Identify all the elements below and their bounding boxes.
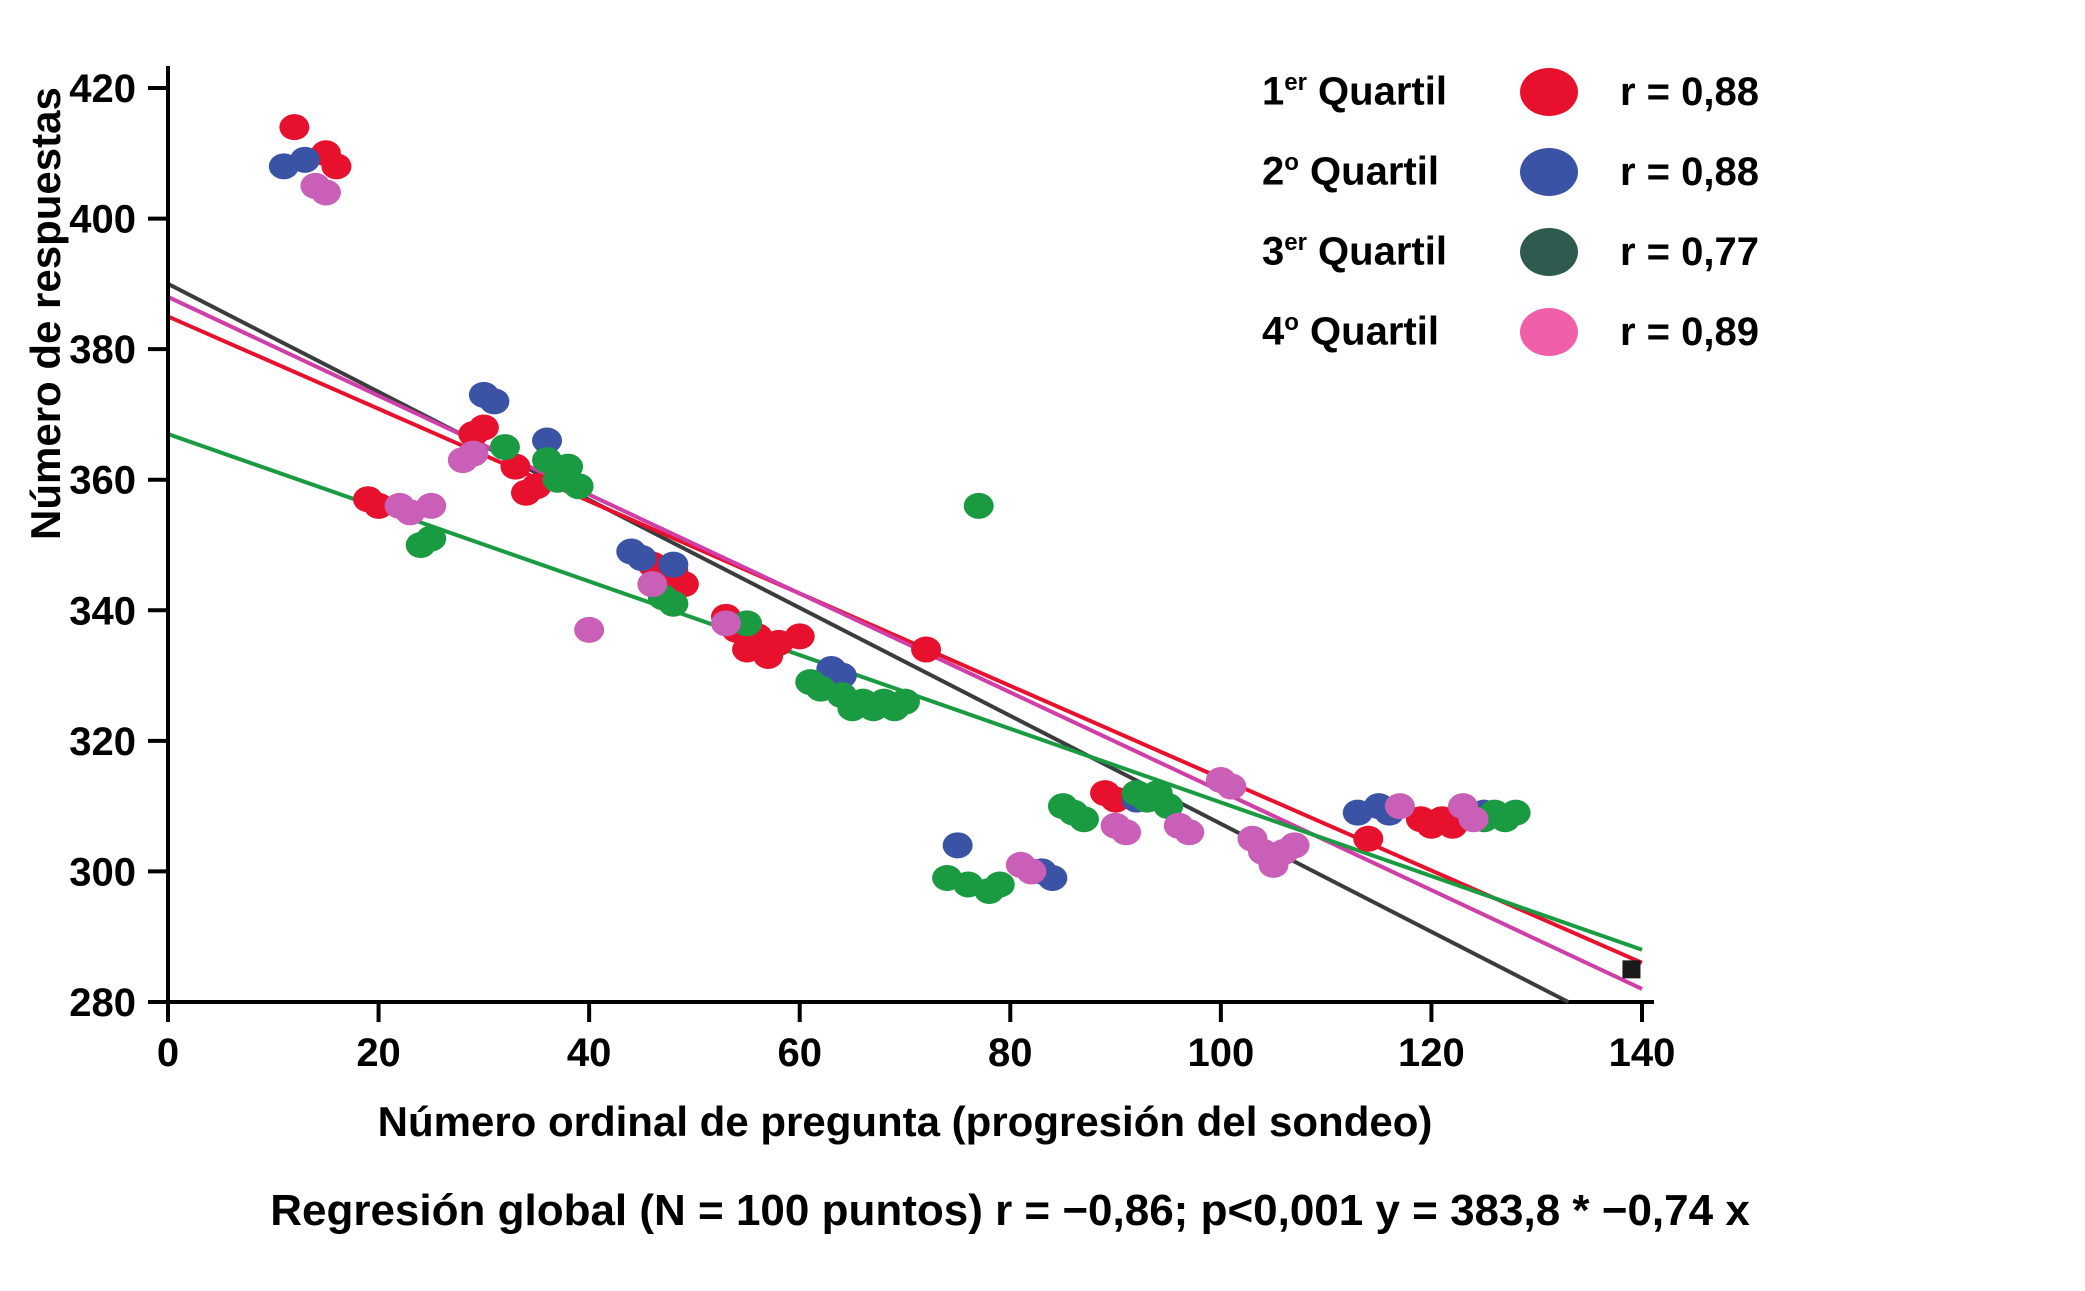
y-tick-label: 380 [69, 328, 136, 372]
data-point-quartil-3 [984, 871, 1015, 898]
data-point-quartil-1 [1353, 825, 1384, 852]
regression-line-quartil-4-fit [170, 295, 1643, 991]
data-point-quartil-1 [363, 492, 394, 519]
legend-row-quartil-3: 3er Quartil r = 0,77 [1262, 212, 1759, 292]
data-point-quartil-3 [1068, 806, 1099, 833]
data-point-quartil-3 [658, 590, 689, 617]
data-point-quartil-1 [784, 623, 815, 650]
x-tick-label: 0 [157, 1031, 179, 1075]
data-point-quartil-1 [321, 153, 352, 180]
data-point-quartil-3 [1153, 793, 1184, 820]
regression-line-quartil-1-fit [170, 315, 1643, 965]
line-end-marker [1622, 960, 1641, 979]
y-tick-label: 340 [69, 589, 136, 633]
data-point-quartil-2 [942, 832, 973, 859]
regression-line-global [170, 282, 1570, 1004]
legend-label-quartil-4: 4o Quartil [1262, 309, 1439, 354]
data-point-quartil-3 [563, 473, 594, 500]
legend-swatch-quartil-1 [1520, 68, 1578, 116]
x-tick-label: 120 [1398, 1031, 1465, 1075]
data-point-quartil-4 [1016, 858, 1047, 885]
data-point-quartil-4 [637, 571, 668, 598]
data-point-quartil-4 [1384, 793, 1415, 820]
data-point-quartil-4 [1279, 832, 1310, 859]
data-point-quartil-3 [416, 525, 447, 552]
x-tick-label: 60 [777, 1031, 822, 1075]
legend-r-value-quartil-1: r = 0,88 [1620, 69, 1760, 114]
data-point-quartil-3 [1500, 799, 1531, 826]
data-point-quartil-2 [658, 551, 689, 578]
y-tick-label: 420 [69, 67, 136, 111]
x-axis-title: Número ordinal de pregunta (progresión d… [377, 1098, 1433, 1145]
legend-label-quartil-1: 1er Quartil [1262, 69, 1447, 114]
legend-swatch-quartil-3 [1520, 228, 1578, 276]
legend-swatch-quartil-2 [1520, 148, 1578, 196]
x-tick-label: 140 [1609, 1031, 1676, 1075]
x-tick-label: 40 [567, 1031, 612, 1075]
x-tick-label: 80 [988, 1031, 1033, 1075]
data-point-quartil-3 [890, 688, 920, 715]
legend: 1er Quartil r = 0,88 2o Quartil r = 0,88 3er… [1262, 52, 1759, 372]
data-point-quartil-1 [668, 571, 699, 598]
data-point-quartil-4 [1111, 819, 1142, 846]
data-point-quartil-3 [963, 492, 994, 519]
data-point-quartil-4 [416, 492, 447, 519]
y-tick-label: 320 [69, 720, 136, 764]
x-tick-label: 20 [356, 1031, 401, 1075]
data-point-quartil-4 [1216, 773, 1247, 800]
data-point-quartil-2 [626, 545, 657, 572]
data-point-quartil-2 [479, 388, 510, 415]
data-point-quartil-1 [279, 114, 310, 141]
legend-row-quartil-1: 1er Quartil r = 0,88 [1262, 52, 1759, 132]
y-tick-label: 400 [69, 198, 136, 242]
data-point-quartil-2 [289, 146, 320, 173]
legend-swatch-quartil-4 [1520, 308, 1578, 356]
data-point-quartil-3 [489, 434, 520, 461]
legend-label-quartil-2: 2o Quartil [1262, 149, 1439, 194]
legend-r-value-quartil-4: r = 0,89 [1620, 309, 1760, 354]
legend-label-quartil-3: 3er Quartil [1262, 229, 1447, 274]
data-point-quartil-3 [732, 610, 763, 637]
y-tick-label: 300 [69, 850, 136, 894]
data-point-quartil-3 [553, 453, 584, 480]
data-point-quartil-1 [911, 636, 942, 663]
data-point-quartil-1 [500, 453, 531, 480]
data-point-quartil-4 [310, 179, 341, 206]
legend-r-value-quartil-2: r = 0,88 [1620, 149, 1760, 194]
data-point-quartil-2 [826, 662, 857, 689]
data-point-quartil-1 [468, 414, 499, 441]
y-tick-label: 360 [69, 459, 136, 503]
data-point-quartil-4 [574, 616, 605, 643]
data-point-quartil-4 [1458, 806, 1489, 833]
data-point-quartil-4 [711, 610, 742, 637]
legend-r-value-quartil-3: r = 0,77 [1620, 229, 1760, 274]
data-point-quartil-2 [532, 427, 563, 454]
y-tick-label: 280 [69, 981, 136, 1025]
legend-row-quartil-2: 2o Quartil r = 0,88 [1262, 132, 1759, 212]
global-regression-caption: Regresión global (N = 100 puntos) r = −0… [270, 1186, 1750, 1235]
data-point-quartil-4 [458, 440, 489, 467]
x-tick-label: 100 [1187, 1031, 1254, 1075]
data-point-quartil-4 [1174, 819, 1205, 846]
legend-row-quartil-4: 4o Quartil r = 0,89 [1262, 292, 1759, 372]
